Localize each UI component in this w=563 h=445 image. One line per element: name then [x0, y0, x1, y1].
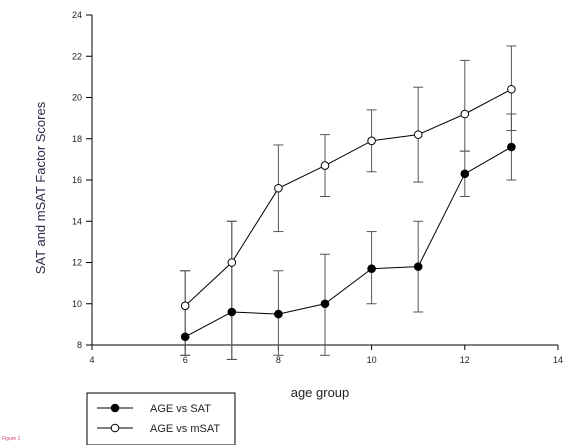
x-tick-label-4: 4	[89, 355, 94, 365]
point-msat-9	[320, 161, 330, 170]
point-msat-10	[367, 136, 376, 146]
point-sat-8	[274, 309, 283, 319]
series-lines	[184, 88, 512, 338]
point-sat-6	[180, 332, 190, 342]
y-tick-label-22: 22	[72, 51, 82, 61]
point-sat-9	[320, 299, 330, 309]
x-tick-label-12: 12	[460, 355, 470, 365]
y-axis-title: SAT and mSAT Factor Scores	[33, 101, 48, 274]
x-axis-title: age group	[291, 385, 350, 400]
y-tick-label-18: 18	[72, 134, 82, 144]
y-tick-label-8: 8	[77, 340, 82, 350]
point-sat-13	[507, 142, 516, 152]
point-sat-12	[460, 169, 470, 179]
point-msat-11	[413, 130, 423, 139]
series-line-sat	[184, 146, 512, 338]
point-msat-13	[507, 84, 516, 94]
y-tick-label-20: 20	[72, 93, 82, 103]
point-sat-7	[227, 307, 237, 317]
point-sat-11	[413, 262, 423, 271]
legend-label-sat: AGE vs SAT	[150, 403, 211, 415]
y-tick-label-14: 14	[72, 216, 82, 226]
x-tick-label-8: 8	[276, 355, 281, 365]
y-tick-label-16: 16	[72, 175, 82, 185]
point-msat-6	[180, 301, 190, 311]
legend: AGE vs SAT AGE vs mSAT	[86, 392, 236, 445]
y-ticks: 8 10 12 14 16 18 20 22 24	[72, 10, 92, 350]
point-sat-10	[367, 264, 376, 273]
series-line-msat	[184, 88, 512, 307]
y-tick-label-10: 10	[72, 299, 82, 309]
x-tick-label-14: 14	[553, 355, 563, 365]
x-tick-label-6: 6	[183, 355, 188, 365]
legend-marker-msat	[110, 423, 120, 433]
figure-caption: Figure 1	[2, 436, 21, 442]
point-msat-12	[460, 109, 470, 119]
y-tick-label-12: 12	[72, 258, 82, 268]
data-points	[180, 84, 516, 342]
legend-marker-sat	[110, 403, 120, 413]
x-tick-label-10: 10	[367, 355, 377, 365]
legend-box	[86, 392, 236, 445]
point-msat-7	[227, 258, 237, 267]
y-tick-label-24: 24	[72, 10, 82, 20]
error-bars	[180, 45, 517, 360]
point-msat-8	[274, 183, 283, 193]
legend-label-msat: AGE vs mSAT	[150, 423, 220, 435]
